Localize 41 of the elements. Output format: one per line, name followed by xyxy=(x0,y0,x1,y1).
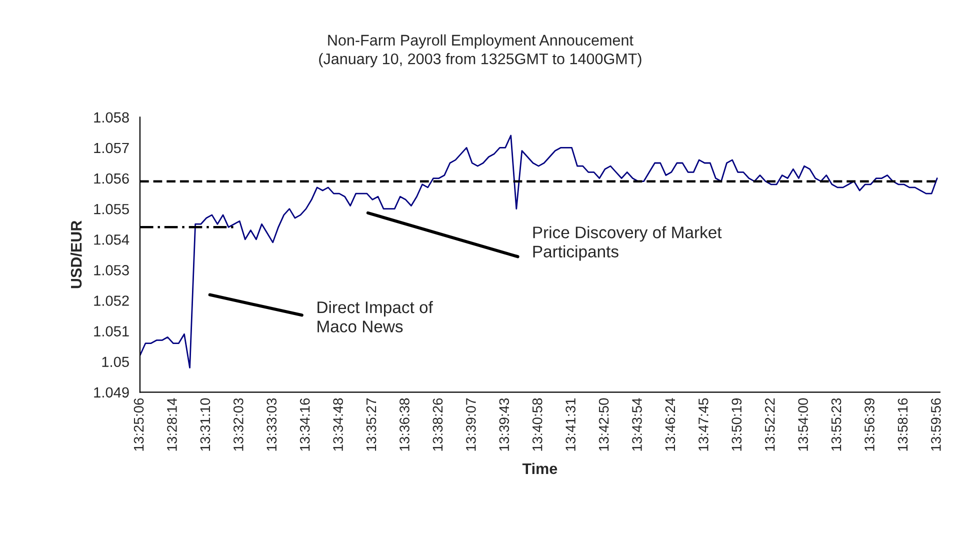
y-tick-label: 1.058 xyxy=(94,112,129,123)
x-tick-label: 13:34:16 xyxy=(300,398,310,451)
annotation: Price Discovery of Market Participants xyxy=(533,226,722,261)
x-tick-label: 13:58:16 xyxy=(898,398,908,451)
x-tick-label: 13:41:31 xyxy=(566,398,576,451)
x-tick-label: 13:32:03 xyxy=(233,398,244,451)
x-tick-label: 13:43:54 xyxy=(632,398,642,451)
y-tick-label: 1.053 xyxy=(94,265,129,276)
x-tick-label: 13:31:10 xyxy=(200,398,210,451)
x-tick-label: 13:46:24 xyxy=(665,398,676,451)
y-tick-label: 1.049 xyxy=(94,387,129,398)
x-tick-label: 13:50:19 xyxy=(732,398,742,451)
x-tick-label: 13:34:48 xyxy=(333,398,343,451)
y-tick-label: 1.056 xyxy=(94,173,129,184)
x-axis-title: Time xyxy=(522,462,558,474)
y-tick-label: 1.054 xyxy=(94,234,130,245)
x-tick-label: 13:59:56 xyxy=(931,398,941,451)
y-tick-label: 1.057 xyxy=(94,142,129,154)
y-tick-label: 1.051 xyxy=(94,326,129,336)
x-tick-label: 13:36:38 xyxy=(400,398,410,451)
x-tick-label: 13:39:07 xyxy=(466,398,476,451)
x-tick-label: 13:42:50 xyxy=(598,398,609,451)
x-tick-label: 13:40:58 xyxy=(532,398,542,451)
x-tick-label: 13:35:27 xyxy=(366,398,376,451)
x-tick-label: 13:56:39 xyxy=(864,398,874,451)
y-axis-title: USD/EUR xyxy=(70,220,82,288)
y-tick-label: 1.055 xyxy=(94,204,129,214)
chart-title: Non-Farm Payroll Employment Annoucement (January 10, 2003 from 1325GMT to 1400GMT) xyxy=(319,34,642,68)
x-tick-label: 13:55:23 xyxy=(831,398,842,451)
x-tick-label: 13:38:26 xyxy=(432,398,443,451)
x-tick-label: 13:28:14 xyxy=(167,398,177,451)
x-tick-label: 13:33:03 xyxy=(266,398,277,451)
x-tick-label: 13:39:43 xyxy=(499,398,510,451)
x-tick-label: 13:52:22 xyxy=(764,398,775,451)
x-tick-label: 13:47:45 xyxy=(698,398,708,451)
y-tick-label: 1.05 xyxy=(102,356,129,368)
line-series xyxy=(140,134,938,368)
x-tick-label: 13:25:06 xyxy=(134,398,144,451)
annotation: Direct Impact of Maco News xyxy=(318,300,433,332)
x-tick-label: 13:54:00 xyxy=(798,398,808,451)
y-tick-label: 1.052 xyxy=(94,296,129,306)
